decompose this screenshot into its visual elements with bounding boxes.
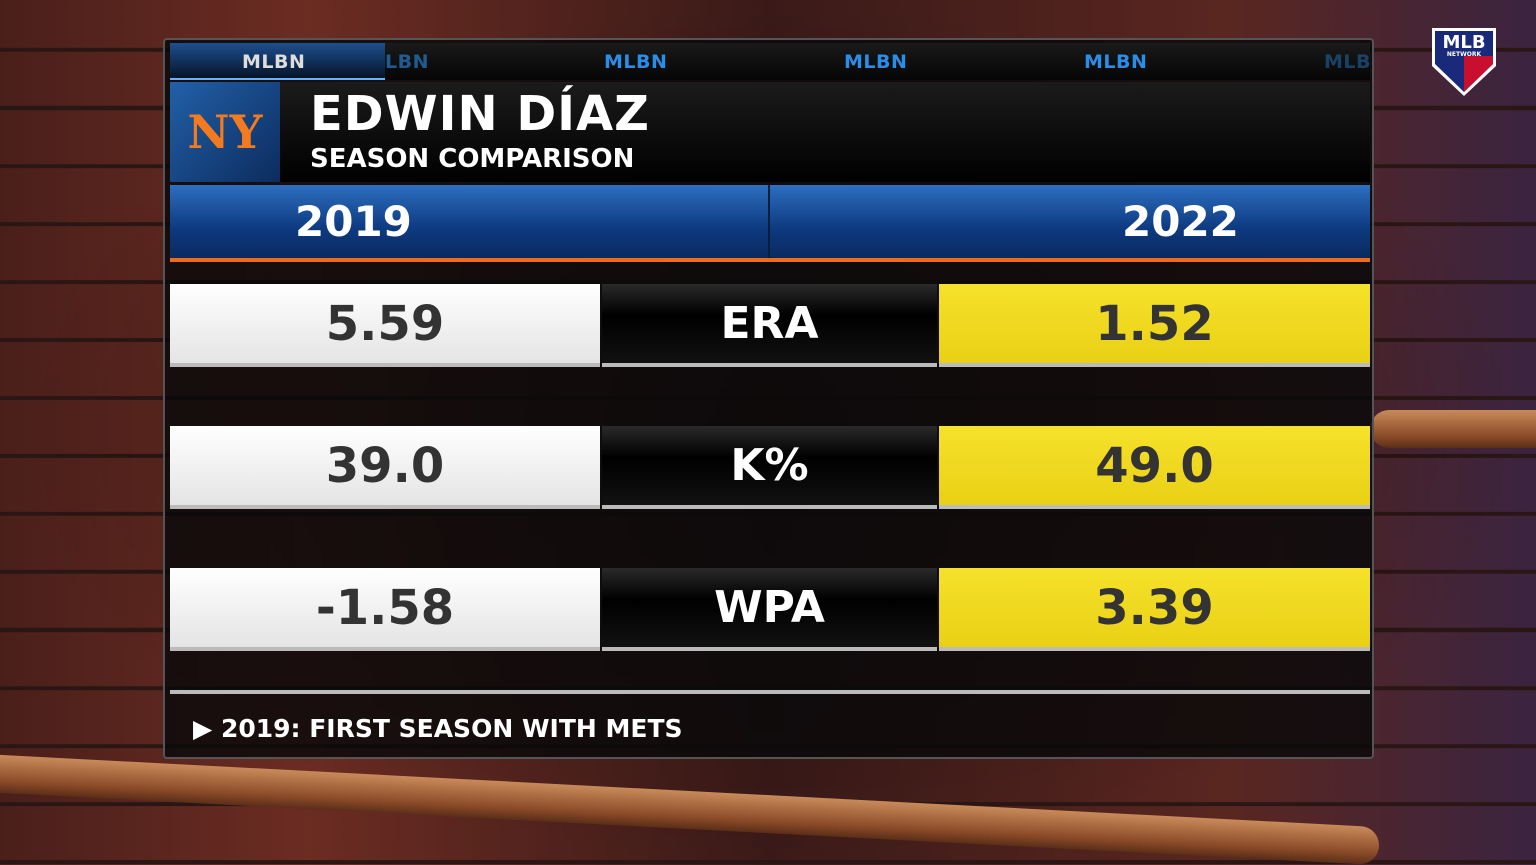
play-arrow-icon: ▶ [193,714,213,743]
stat-row-era: 5.59 ERA 1.52 [170,284,1370,367]
ticker-item: MLB [1324,51,1371,73]
subtitle: SEASON COMPARISON [310,144,635,174]
ticker-item: LBN [385,51,429,73]
ticker-item: MLBN [844,51,908,73]
year-bar: 2019 2022 [170,185,1370,262]
value-2019: -1.58 [170,568,600,651]
bat-decoration [0,752,1381,865]
ticker-item: MLBN [604,51,668,73]
stat-label: ERA [602,284,937,367]
ticker-item: MLBN [242,51,306,73]
svg-text:MLB: MLB [1442,32,1485,53]
footer-text: 2019: FIRST SEASON WITH METS [220,714,683,743]
stat-row-wpa: -1.58 WPA 3.39 [170,568,1370,651]
year-divider [768,185,770,258]
footer-note: ▶ 2019: FIRST SEASON WITH METS [193,714,683,743]
mlb-network-logo: MLB NETWORK [1432,28,1496,96]
ticker-bar: MLBN LBN MLBN MLBN MLBN MLB [170,43,1371,80]
value-2019: 39.0 [170,426,600,509]
stat-row-k-pct: 39.0 K% 49.0 [170,426,1370,509]
year-left: 2019 [295,197,412,246]
mets-logo: NY [170,82,280,182]
player-name: EDWIN DÍAZ [310,86,650,142]
footer-divider [170,690,1370,694]
value-2022: 1.52 [939,284,1370,367]
svg-text:NETWORK: NETWORK [1447,51,1482,58]
comparison-panel: MLBN LBN MLBN MLBN MLBN MLB NY EDWIN DÍA… [163,38,1374,759]
ticker-item: MLBN [1084,51,1148,73]
stat-label: K% [602,426,937,509]
year-right: 2022 [1122,197,1239,246]
header: NY EDWIN DÍAZ SEASON COMPARISON [170,82,1370,182]
bat-decoration [1370,410,1536,448]
value-2019: 5.59 [170,284,600,367]
value-2022: 3.39 [939,568,1370,651]
value-2022: 49.0 [939,426,1370,509]
stat-label: WPA [602,568,937,651]
ticker-highlight [170,43,385,80]
